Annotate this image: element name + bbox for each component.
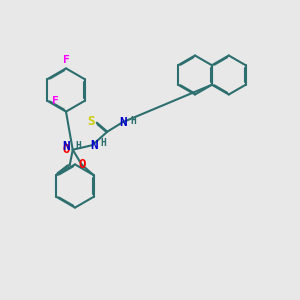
Text: N: N — [90, 139, 98, 152]
Text: H: H — [130, 116, 136, 126]
Text: F: F — [63, 55, 69, 65]
Text: H: H — [101, 138, 106, 148]
Text: S: S — [88, 115, 95, 128]
Text: N: N — [62, 140, 70, 153]
Text: O: O — [78, 158, 85, 171]
Text: H: H — [75, 141, 81, 151]
Text: N: N — [119, 116, 127, 129]
Text: O: O — [62, 143, 70, 156]
Text: F: F — [52, 96, 59, 106]
